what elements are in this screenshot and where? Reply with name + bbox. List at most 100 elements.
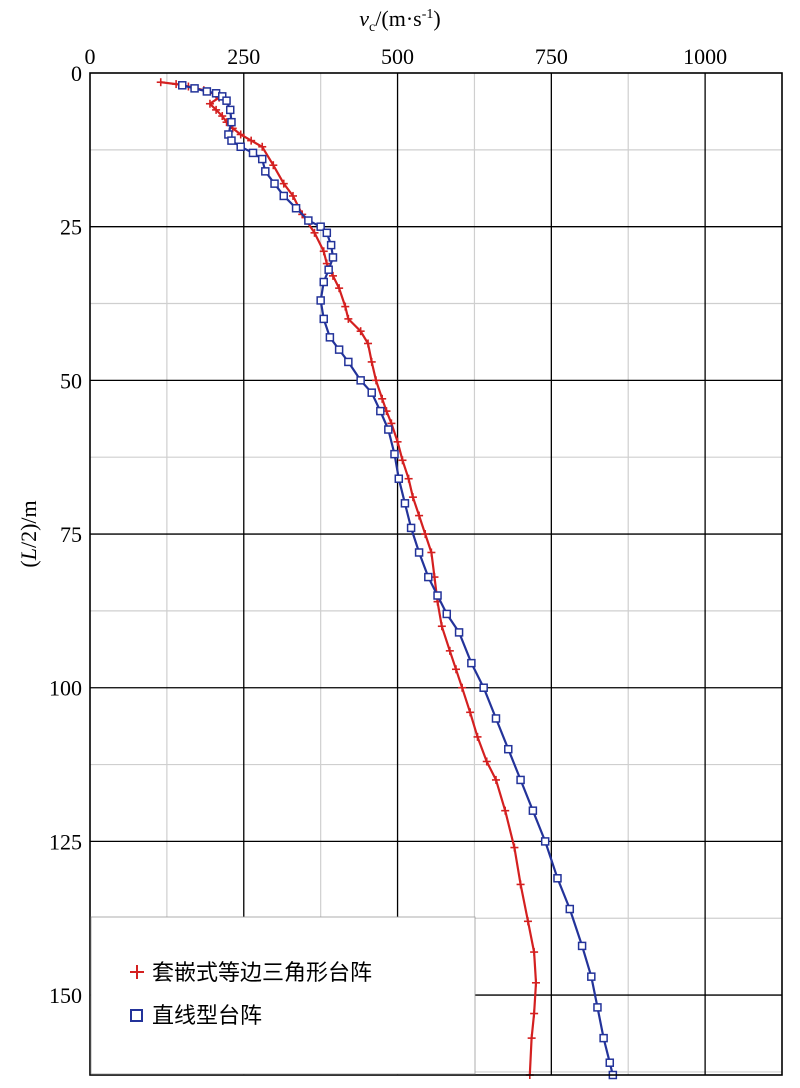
data-point xyxy=(205,99,214,108)
data-point xyxy=(367,388,376,397)
data-point xyxy=(577,941,587,951)
data-point xyxy=(178,81,187,90)
data-point xyxy=(427,548,436,557)
y-tick-label: 25 xyxy=(60,215,82,240)
data-point xyxy=(482,757,491,766)
data-point xyxy=(553,874,562,883)
x-tick-label: 250 xyxy=(227,44,260,69)
data-point xyxy=(372,376,381,385)
plot-frame xyxy=(89,72,783,1076)
data-point xyxy=(451,665,460,674)
y-tick-label: 100 xyxy=(49,676,82,701)
x-axis-label-sub: c xyxy=(369,20,375,35)
data-point xyxy=(236,142,245,152)
data-point xyxy=(316,296,325,305)
data-point xyxy=(356,327,365,336)
y-axis-label-rest: /2)/m xyxy=(16,500,41,548)
y-tick-label: 125 xyxy=(49,829,82,854)
data-point xyxy=(304,216,313,225)
data-point xyxy=(367,357,376,366)
data-point xyxy=(437,622,446,631)
data-point xyxy=(415,511,424,520)
data-point xyxy=(248,148,258,158)
legend: 套嵌式等边三角形台阵 直线型台阵 xyxy=(90,916,476,1075)
data-point xyxy=(516,775,525,785)
legend-box xyxy=(90,916,476,1075)
data-point xyxy=(406,523,416,533)
data-point xyxy=(458,683,467,692)
data-point xyxy=(414,548,424,557)
data-point xyxy=(310,228,319,237)
data-point xyxy=(421,530,430,539)
data-point xyxy=(531,978,540,987)
x-tick-label: 0 xyxy=(85,44,96,69)
legend-label-series-2: 直线型台阵 xyxy=(152,1004,262,1029)
data-point xyxy=(454,628,464,637)
data-point xyxy=(202,87,212,96)
data-point xyxy=(225,105,235,115)
data-point xyxy=(467,658,476,668)
y-tick-labels: 0 25 50 75 100 125 150 xyxy=(49,61,82,1008)
data-point xyxy=(356,376,365,385)
x-axis-label-unit: /(m·s xyxy=(375,6,421,31)
data-point xyxy=(491,775,500,784)
data-point xyxy=(473,732,482,741)
legend-label-series-1: 套嵌式等边三角形台阵 xyxy=(152,961,372,986)
y-axis-label-italic: L xyxy=(16,548,41,561)
data-point xyxy=(394,474,404,483)
data-point xyxy=(270,179,279,188)
data-point xyxy=(328,271,337,280)
data-point xyxy=(324,265,333,274)
data-point xyxy=(218,112,227,121)
data-point xyxy=(599,1033,608,1043)
data-point xyxy=(335,284,344,293)
data-point xyxy=(408,493,417,502)
data-point xyxy=(288,191,297,200)
data-point xyxy=(565,904,575,914)
data-point xyxy=(445,646,454,655)
data-point xyxy=(217,92,227,101)
data-point xyxy=(190,84,199,93)
data-point xyxy=(528,806,538,815)
data-point xyxy=(491,714,501,723)
y-tick-label: 150 xyxy=(49,983,82,1008)
data-point xyxy=(433,591,442,600)
data-point xyxy=(364,339,373,348)
data-point xyxy=(227,117,236,127)
data-point xyxy=(540,837,550,846)
data-point xyxy=(257,154,267,164)
data-point xyxy=(466,708,475,717)
y-tick-label: 75 xyxy=(60,522,82,547)
x-tick-labels: 0 250 500 750 1000 xyxy=(85,44,728,69)
data-point xyxy=(516,880,525,889)
x-tick-label: 750 xyxy=(535,44,568,69)
x-axis-label-v: v xyxy=(359,6,369,31)
data-point xyxy=(530,1009,539,1018)
x-tick-label: 1000 xyxy=(683,44,727,69)
y-tick-label: 0 xyxy=(71,61,82,86)
data-point xyxy=(344,357,353,367)
data-point xyxy=(479,683,488,692)
data-point xyxy=(593,1003,602,1012)
legend-marker-square xyxy=(130,1009,143,1022)
data-point xyxy=(247,136,256,145)
data-point xyxy=(384,425,393,434)
data-point xyxy=(398,456,407,465)
data-point xyxy=(510,843,519,852)
data-point xyxy=(279,179,288,188)
data-point xyxy=(222,96,231,105)
data-point xyxy=(322,228,332,238)
data-point xyxy=(504,744,513,754)
data-point xyxy=(236,130,245,139)
y-axis-label: (L/2)/m xyxy=(16,500,41,567)
data-point xyxy=(325,333,335,342)
x-tick-label: 500 xyxy=(381,44,414,69)
data-point xyxy=(341,302,350,311)
data-point xyxy=(501,806,510,815)
legend-marker-plus xyxy=(130,965,144,979)
data-point xyxy=(527,1034,536,1043)
y-axis-label-open: ( xyxy=(16,560,41,567)
data-point xyxy=(400,499,410,508)
data-point xyxy=(258,142,267,151)
